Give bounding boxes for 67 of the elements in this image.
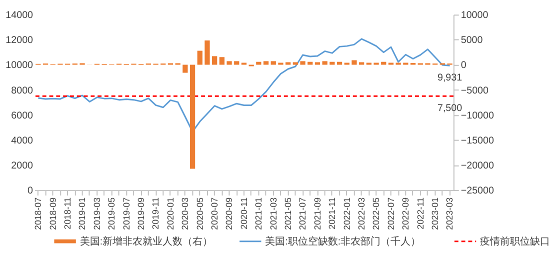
bar xyxy=(204,40,210,65)
y2-tick-label: 0 xyxy=(460,60,467,72)
bar xyxy=(314,62,320,65)
x-tick-label: 2022-01 xyxy=(342,197,352,230)
bar xyxy=(234,61,240,65)
x-tick-label: 2021-03 xyxy=(268,197,278,230)
x-tick-label: 2021-09 xyxy=(312,197,322,230)
x-tick-label: 2018-09 xyxy=(48,197,58,230)
bar xyxy=(270,61,276,65)
bar xyxy=(190,64,196,169)
x-tick-label: 2021-11 xyxy=(327,197,338,230)
bar xyxy=(226,61,232,65)
bar xyxy=(352,60,357,65)
y-tick-label: 0 xyxy=(28,186,34,197)
bar xyxy=(219,57,224,65)
annotation: 9,931 xyxy=(437,72,462,84)
x-tick-label: 2022-03 xyxy=(356,197,367,230)
y-tick-label: 10000 xyxy=(6,60,34,72)
legend-label: 美国:职位空缺数:非农部门（千人） xyxy=(265,235,421,248)
x-tick-label: 2022-07 xyxy=(386,197,396,230)
x-tick-label: 2019-03 xyxy=(92,197,102,230)
x-tick-label: 2022-09 xyxy=(400,197,411,230)
y-tick-label: 4000 xyxy=(11,135,34,146)
y-tick-label: 2000 xyxy=(11,160,34,172)
y2-tick-label: −10000 xyxy=(460,110,494,122)
bar xyxy=(300,61,306,65)
y2-tick-label: 5000 xyxy=(460,35,484,46)
x-tick-label: 2020-09 xyxy=(224,197,234,230)
x-tick-label: 2018-11 xyxy=(62,197,73,230)
y2-tick-label: −15000 xyxy=(460,135,494,146)
x-tick-label: 2019-09 xyxy=(136,197,146,230)
x-tick-label: 2019-11 xyxy=(150,197,161,230)
x-tick-label: 2019-01 xyxy=(77,197,88,230)
x-tick-label: 2022-05 xyxy=(371,197,382,230)
y2-tick-label: −5000 xyxy=(460,85,490,96)
x-tick-label: 2019-05 xyxy=(106,197,117,230)
x-tick-label: 2021-07 xyxy=(298,197,308,230)
bar xyxy=(197,50,202,65)
x-tick-label: 2021-01 xyxy=(254,197,264,230)
bar xyxy=(292,62,298,65)
annotation: 7,500 xyxy=(437,102,463,114)
legend-label: 疫情前职位缺口 xyxy=(480,235,550,248)
x-tick-label: 2022-11 xyxy=(415,197,426,230)
y2-tick-label: −20000 xyxy=(460,160,494,172)
x-tick-label: 2020-01 xyxy=(165,197,176,230)
bar xyxy=(286,62,291,65)
x-tick-label: 2023-01 xyxy=(430,197,440,230)
y-tick-label: 12000 xyxy=(6,35,34,46)
legend-label: 美国:新增非农就业人数（右） xyxy=(80,235,213,248)
y-tick-label: 8000 xyxy=(11,85,34,96)
bar xyxy=(212,56,218,65)
y2-tick-label: 10000 xyxy=(460,10,489,22)
bar xyxy=(182,64,188,73)
x-tick-label: 2020-03 xyxy=(180,197,190,230)
x-tick-label: 2020-11 xyxy=(238,197,249,230)
bar xyxy=(322,61,328,65)
bar xyxy=(263,61,269,65)
x-tick-label: 2023-03 xyxy=(444,197,455,230)
x-tick-label: 2020-05 xyxy=(194,197,205,230)
x-tick-label: 2021-05 xyxy=(283,197,294,230)
y2-tick-label: −25000 xyxy=(460,186,494,197)
y-tick-label: 14000 xyxy=(6,10,34,22)
x-tick-label: 2020-07 xyxy=(210,197,220,230)
bar xyxy=(359,62,364,65)
x-tick-label: 2018-07 xyxy=(33,197,44,230)
x-tick-label: 2019-07 xyxy=(121,197,132,230)
y-tick-label: 6000 xyxy=(11,110,34,122)
